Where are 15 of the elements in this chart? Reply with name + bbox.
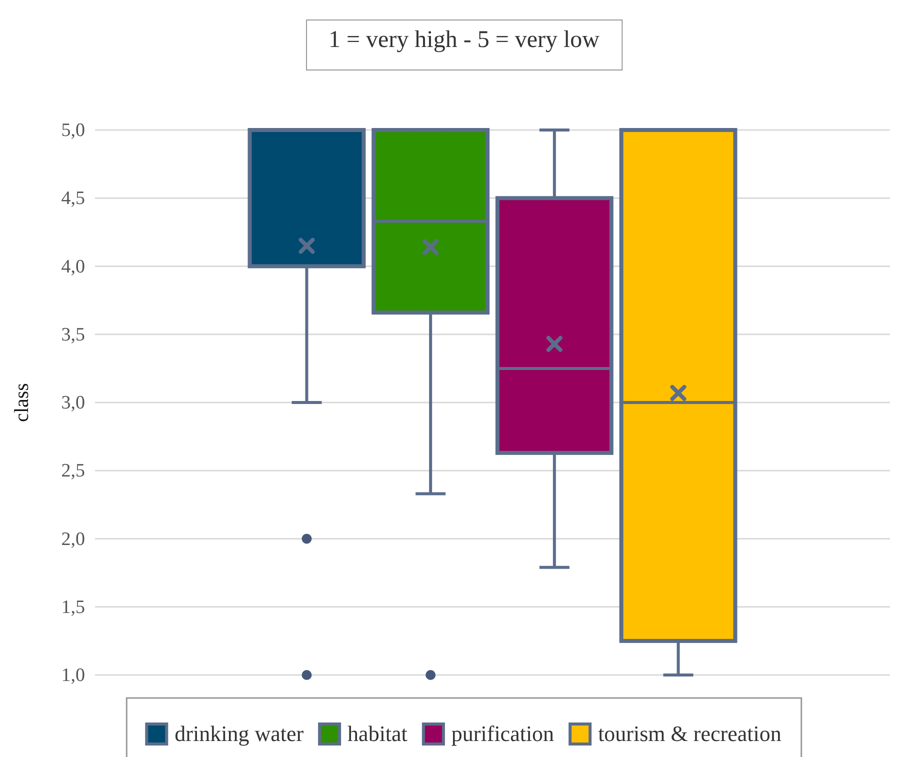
y-tick-label: 5,0 [61,120,85,142]
legend-label: drinking water [174,721,304,746]
y-tick-label: 3,5 [61,324,85,346]
y-tick-label: 2,5 [61,460,85,482]
y-tick-label: 3,0 [61,392,85,414]
y-tick-label: 1,5 [61,596,85,618]
legend-label: purification [451,721,554,746]
y-tick-label: 4,0 [61,256,85,278]
y-axis-title: class [11,382,33,422]
y-tick-label: 1,0 [61,665,85,686]
legend-label: habitat [348,721,408,746]
chart-title: 1 = very high - 5 = very low [328,27,600,53]
legend-label: tourism & recreation [598,721,782,746]
y-tick-label: 2,0 [61,528,85,550]
y-tick-label: 4,5 [61,188,85,210]
